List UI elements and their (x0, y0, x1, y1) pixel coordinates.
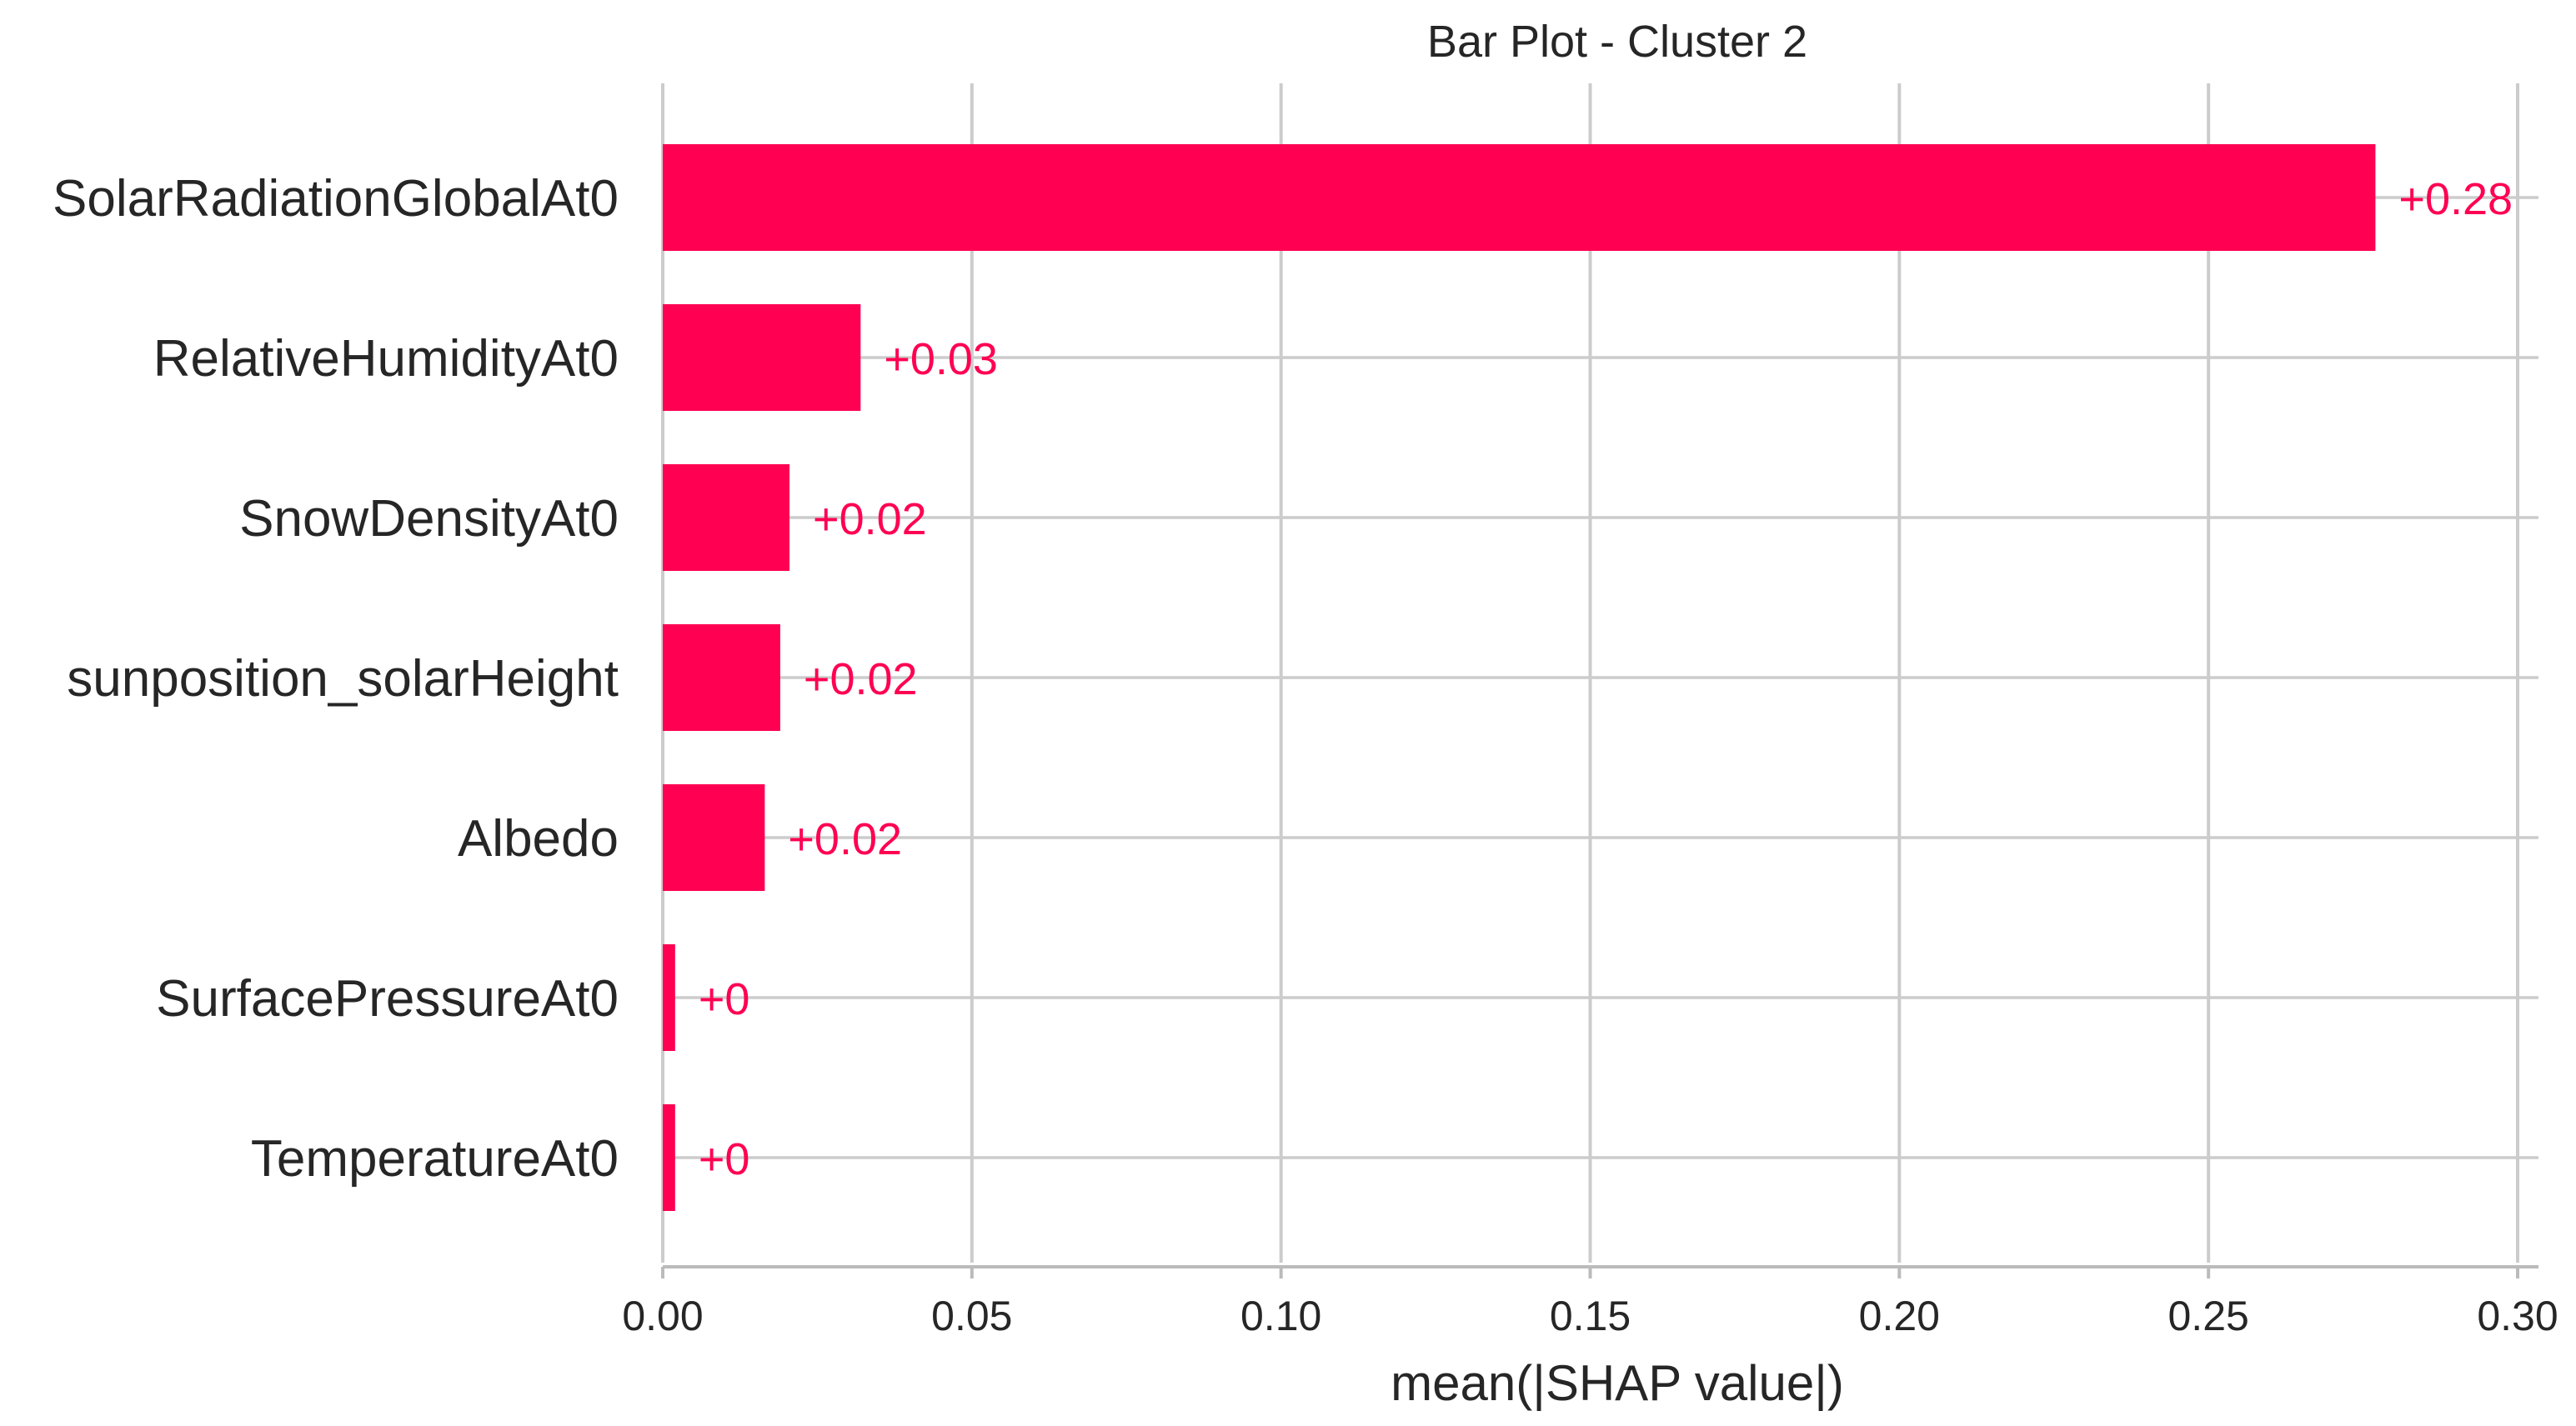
x-tick-label: 0.30 (2477, 1293, 2558, 1339)
x-tick-label: 0.00 (622, 1293, 703, 1339)
x-tick-label: 0.05 (931, 1293, 1012, 1339)
value-label: +0.02 (804, 654, 918, 704)
bar (663, 784, 765, 891)
x-tick-label: 0.10 (1240, 1293, 1321, 1339)
value-label: +0 (699, 974, 750, 1024)
value-labels: +0.28 +0.03 +0.02 +0.02 +0.02 +0 +0 (699, 174, 2513, 1184)
value-label: +0.03 (884, 334, 998, 384)
value-label: +0.02 (788, 814, 902, 864)
bars (663, 144, 2376, 1211)
category-label: Albedo (458, 810, 619, 868)
x-tick-label: 0.20 (1859, 1293, 1940, 1339)
category-label: RelativeHumidityAt0 (153, 330, 619, 388)
category-labels: SolarRadiationGlobalAt0 RelativeHumidityA… (53, 170, 619, 1188)
value-label: +0.28 (2398, 174, 2513, 224)
value-label: +0.02 (813, 494, 927, 544)
category-label: SolarRadiationGlobalAt0 (53, 170, 619, 228)
x-tick-label: 0.15 (1550, 1293, 1631, 1339)
bar (663, 1104, 675, 1211)
value-label: +0 (699, 1134, 750, 1184)
category-label: SurfacePressureAt0 (156, 970, 619, 1028)
bar (663, 624, 780, 731)
x-tick-label: 0.25 (2168, 1293, 2249, 1339)
bar (663, 144, 2376, 251)
bar (663, 944, 675, 1051)
bar (663, 464, 790, 571)
x-axis: 0.00 0.05 0.10 0.15 0.20 0.25 0.30 (622, 1265, 2558, 1339)
category-label: TemperatureAt0 (251, 1130, 619, 1188)
grid-lines (661, 83, 2538, 1263)
category-label: SnowDensityAt0 (239, 490, 619, 548)
category-label: sunposition_solarHeight (67, 650, 619, 708)
bar (663, 304, 861, 411)
x-axis-label: mean(|SHAP value|) (1391, 1355, 1844, 1411)
chart-title: Bar Plot - Cluster 2 (1427, 17, 1807, 67)
